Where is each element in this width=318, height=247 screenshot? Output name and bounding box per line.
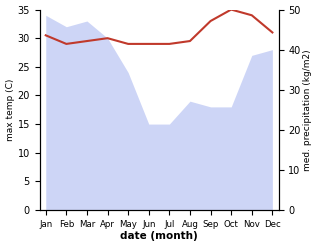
X-axis label: date (month): date (month) [120, 231, 198, 242]
Y-axis label: max temp (C): max temp (C) [5, 79, 15, 141]
Y-axis label: med. precipitation (kg/m2): med. precipitation (kg/m2) [303, 49, 313, 171]
